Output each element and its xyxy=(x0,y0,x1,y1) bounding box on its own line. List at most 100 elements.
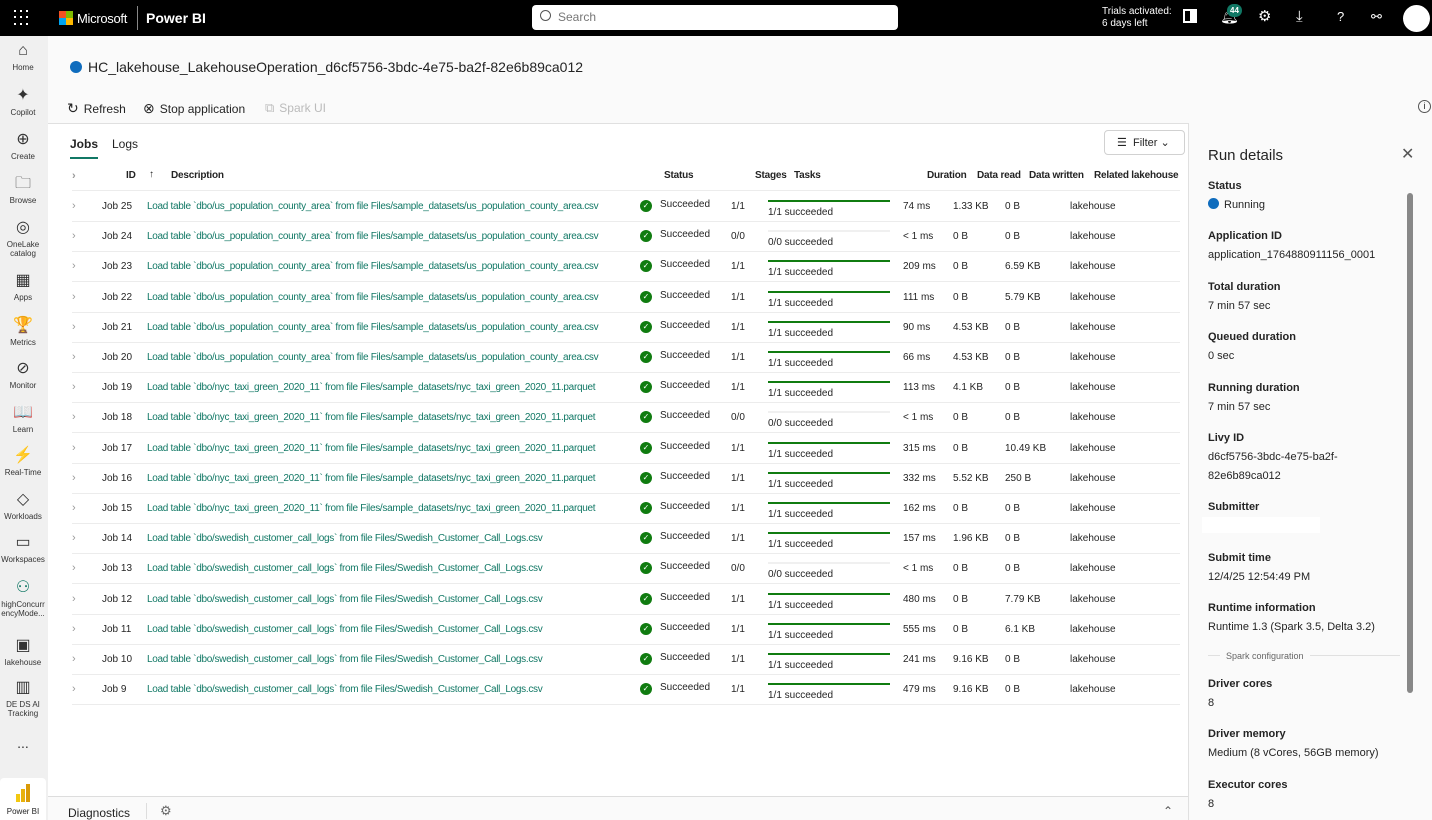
job-description[interactable]: Load table `dbo/us_population_county_are… xyxy=(147,261,599,273)
nav-item-workloads[interactable]: ◇ Workloads xyxy=(0,490,46,521)
filter-button[interactable]: ☰ Filter ⌄ xyxy=(1104,130,1185,155)
table-row[interactable]: › Job 20 Load table `dbo/us_population_cou… xyxy=(72,343,1180,373)
table-row[interactable]: › Job 11 Load table `dbo/swedish_customer_… xyxy=(72,615,1180,645)
nav-item-highconcurrencymode-[interactable]: ⚇ highConcurrencyMode... xyxy=(0,578,46,618)
nav-item-de-ds-ai-tracking[interactable]: ▥ DE DS AI Tracking xyxy=(0,678,46,718)
help-icon[interactable]: ? xyxy=(1337,9,1345,24)
chevron-right-icon[interactable]: › xyxy=(72,230,76,243)
job-description[interactable]: Load table `dbo/us_population_county_are… xyxy=(147,291,599,303)
job-description[interactable]: Load table `dbo/us_population_county_are… xyxy=(147,352,599,363)
chevron-right-icon[interactable]: › xyxy=(72,532,76,545)
chevron-right-icon[interactable]: › xyxy=(72,441,76,454)
close-icon[interactable]: ✕ xyxy=(1401,146,1415,163)
nav-item-onelake-catalog[interactable]: ◎ OneLake catalog xyxy=(0,218,46,258)
column-header-desc[interactable]: Description xyxy=(171,170,224,181)
table-row[interactable]: › Job 14 Load table `dbo/swedish_customer_… xyxy=(72,524,1180,555)
table-row[interactable]: › Job 15 Load table `dbo/nyc_taxi_green_20… xyxy=(72,494,1180,524)
chevron-right-icon[interactable]: › xyxy=(72,502,76,514)
table-row[interactable]: › Job 24 Load table `dbo/us_population_cou… xyxy=(72,222,1180,253)
chevron-right-icon[interactable]: › xyxy=(72,562,76,575)
job-description[interactable]: Load table `dbo/us_population_county_are… xyxy=(147,321,599,333)
table-row[interactable]: › Job 22 Load table `dbo/us_population_cou… xyxy=(72,283,1180,313)
nav-item--[interactable]: ... xyxy=(0,736,46,750)
trial-status[interactable]: Trials activated: 6 days left xyxy=(1102,6,1172,30)
job-description[interactable]: Load table `dbo/swedish_customer_call_lo… xyxy=(147,593,543,605)
chevron-right-icon[interactable]: › xyxy=(72,683,76,696)
spark-ui-button[interactable]: ⧉ Spark UI xyxy=(265,100,326,116)
nav-item-monitor[interactable]: ⊘ Monitor xyxy=(0,359,46,390)
job-description[interactable]: Load table `dbo/us_population_county_are… xyxy=(147,231,599,243)
app-launcher-icon[interactable] xyxy=(14,10,30,26)
chevron-right-icon[interactable]: › xyxy=(72,411,76,424)
info-icon[interactable]: i xyxy=(1418,100,1431,113)
sort-ascending-icon[interactable]: ↑ xyxy=(149,169,154,180)
tab-logs[interactable]: Logs xyxy=(112,137,139,151)
column-header-stages[interactable]: Stages xyxy=(755,170,787,181)
refresh-button[interactable]: ↻ Refresh xyxy=(67,100,126,117)
table-row[interactable]: › Job 12 Load table `dbo/swedish_customer_… xyxy=(72,585,1180,615)
chevron-right-icon[interactable]: › xyxy=(72,260,76,273)
column-header-read[interactable]: Data read xyxy=(977,170,1021,181)
job-description[interactable]: Load table `dbo/swedish_customer_call_lo… xyxy=(147,654,543,665)
nav-item-workspaces[interactable]: ▭ Workspaces xyxy=(0,533,46,564)
column-header-tasks[interactable]: Tasks xyxy=(794,170,821,181)
chevron-right-icon[interactable]: › xyxy=(72,592,76,605)
power-bi-switcher[interactable]: Power BI xyxy=(0,778,46,820)
chevron-right-icon[interactable]: › xyxy=(72,381,76,394)
chevron-right-icon[interactable]: › xyxy=(72,200,76,212)
nav-item-real-time[interactable]: ⚡ Real-Time xyxy=(0,446,46,477)
expand-all-icon[interactable]: › xyxy=(72,170,76,182)
gear-icon[interactable]: ⚙ xyxy=(1258,8,1272,25)
table-row[interactable]: › Job 17 Load table `dbo/nyc_taxi_green_20… xyxy=(72,434,1180,464)
job-description[interactable]: Load table `dbo/swedish_customer_call_lo… xyxy=(147,684,543,696)
chevron-right-icon[interactable]: › xyxy=(72,622,76,635)
search-input[interactable]: Search xyxy=(532,5,898,30)
nav-item-metrics[interactable]: 🏆 Metrics xyxy=(0,316,46,347)
job-description[interactable]: Load table `dbo/nyc_taxi_green_2020_11` … xyxy=(147,472,596,484)
job-description[interactable]: Load table `dbo/nyc_taxi_green_2020_11` … xyxy=(147,442,596,454)
table-row[interactable]: › Job 21 Load table `dbo/us_population_cou… xyxy=(72,313,1180,343)
job-description[interactable]: Load table `dbo/us_population_county_are… xyxy=(147,201,599,212)
column-header-duration[interactable]: Duration xyxy=(927,170,967,181)
table-row[interactable]: › Job 23 Load table `dbo/us_population_cou… xyxy=(72,252,1180,283)
column-header-id[interactable]: ID xyxy=(126,170,136,181)
tab-jobs[interactable]: Jobs xyxy=(70,137,99,159)
table-row[interactable]: › Job 9 Load table `dbo/swedish_customer_c… xyxy=(72,675,1180,706)
table-row[interactable]: › Job 10 Load table `dbo/swedish_customer_… xyxy=(72,645,1180,675)
scrollbar[interactable] xyxy=(1407,193,1413,693)
job-description[interactable]: Load table `dbo/swedish_customer_call_lo… xyxy=(147,533,543,545)
panel-toggle-icon[interactable] xyxy=(1183,9,1197,23)
nav-item-learn[interactable]: 📖 Learn xyxy=(0,403,46,434)
job-description[interactable]: Load table `dbo/nyc_taxi_green_2020_11` … xyxy=(147,412,596,424)
chevron-right-icon[interactable]: › xyxy=(72,320,76,333)
nav-item-lakehouse[interactable]: ▣ lakehouse xyxy=(0,636,46,667)
job-description[interactable]: Load table `dbo/swedish_customer_call_lo… xyxy=(147,563,543,575)
share-icon[interactable]: ⚯ xyxy=(1371,9,1382,24)
job-description[interactable]: Load table `dbo/nyc_taxi_green_2020_11` … xyxy=(147,382,596,394)
table-row[interactable]: › Job 19 Load table `dbo/nyc_taxi_green_20… xyxy=(72,373,1180,404)
download-icon[interactable]: ⤓ xyxy=(1296,8,1303,25)
nav-item-apps[interactable]: ▦ Apps xyxy=(0,271,46,302)
chevron-right-icon[interactable]: › xyxy=(72,290,76,303)
nav-item-home[interactable]: ⌂ Home xyxy=(0,41,46,72)
table-row[interactable]: › Job 25 Load table `dbo/us_population_cou… xyxy=(72,192,1180,222)
avatar[interactable] xyxy=(1403,5,1430,32)
table-row[interactable]: › Job 18 Load table `dbo/nyc_taxi_green_20… xyxy=(72,403,1180,434)
column-header-written[interactable]: Data written xyxy=(1029,170,1084,181)
job-description[interactable]: Load table `dbo/nyc_taxi_green_2020_11` … xyxy=(147,503,596,514)
table-row[interactable]: › Job 13 Load table `dbo/swedish_customer_… xyxy=(72,554,1180,585)
stop-application-button[interactable]: ⊗ Stop application xyxy=(143,100,245,117)
settings-icon[interactable]: ⚙ xyxy=(160,803,172,818)
job-description[interactable]: Load table `dbo/swedish_customer_call_lo… xyxy=(147,623,543,635)
chevron-right-icon[interactable]: › xyxy=(72,653,76,665)
chevron-right-icon[interactable]: › xyxy=(72,351,76,363)
table-row[interactable]: › Job 16 Load table `dbo/nyc_taxi_green_20… xyxy=(72,464,1180,494)
nav-item-browse[interactable]: 🗀 Browse xyxy=(0,174,46,205)
nav-item-create[interactable]: ⊕ Create xyxy=(0,130,46,161)
diagnostics-label[interactable]: Diagnostics xyxy=(68,806,131,820)
chevron-right-icon[interactable]: › xyxy=(72,471,76,484)
app-name[interactable]: Power BI xyxy=(146,10,206,26)
nav-item-copilot[interactable]: ✦ Copilot xyxy=(0,86,46,117)
column-header-status[interactable]: Status xyxy=(664,170,694,181)
column-header-lakehouse[interactable]: Related lakehouse xyxy=(1094,170,1179,181)
